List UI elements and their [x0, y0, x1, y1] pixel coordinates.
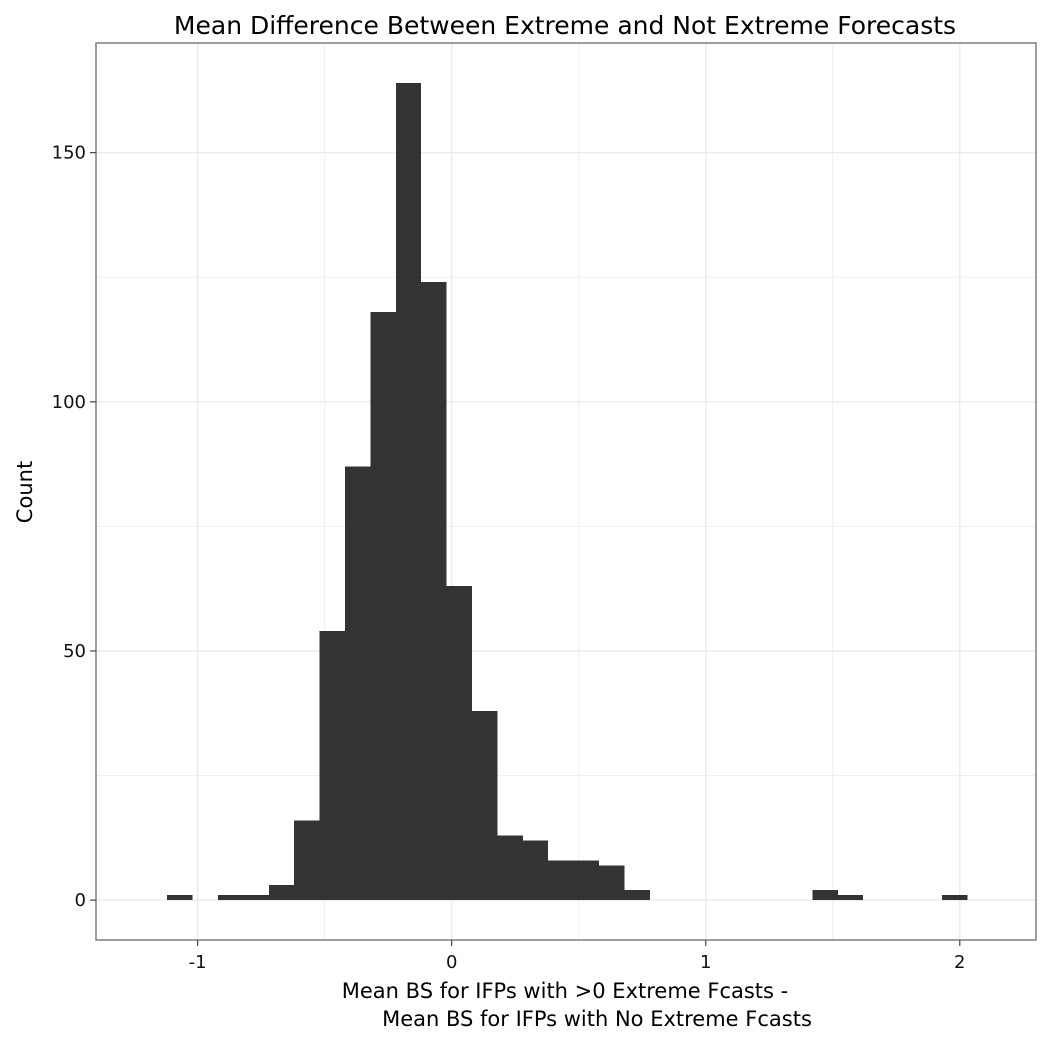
histogram-bar — [624, 890, 650, 901]
histogram-bars — [167, 82, 968, 901]
y-tick-label: 0 — [75, 890, 86, 911]
x-tick-label: 1 — [700, 952, 711, 973]
histogram-bar — [522, 840, 549, 901]
histogram-bar — [573, 860, 600, 901]
y-axis-ticks: 0 50 100 150 — [52, 143, 96, 911]
histogram-bar — [370, 312, 396, 901]
histogram-bar — [599, 865, 625, 901]
panel-border — [95, 42, 1037, 941]
histogram-bar — [344, 466, 371, 901]
histogram-bar — [497, 835, 523, 901]
chart-title: Mean Difference Between Extreme and Not … — [174, 11, 956, 40]
histogram-bar — [942, 895, 968, 901]
histogram-bar — [395, 82, 422, 901]
histogram-bar — [217, 895, 244, 901]
histogram-bar — [243, 895, 269, 901]
histogram-bar — [472, 710, 498, 901]
grid-lines — [96, 43, 1036, 940]
histogram-bar — [167, 895, 193, 901]
x-tick-label: -1 — [189, 952, 207, 973]
y-tick-label: 50 — [63, 641, 86, 662]
histogram-bar — [319, 631, 345, 901]
x-tick-label: 2 — [954, 952, 965, 973]
histogram-bar — [421, 282, 447, 901]
x-axis-ticks: -1 0 1 2 — [189, 940, 966, 973]
histogram-bar — [294, 820, 320, 901]
y-tick-label: 150 — [52, 143, 86, 164]
x-axis-title-line2: Mean BS for IFPs with No Extreme Fcasts — [382, 1007, 812, 1031]
histogram-bar — [446, 586, 472, 901]
histogram-bar — [548, 860, 574, 901]
y-axis-title: Count — [13, 461, 37, 523]
histogram-bar — [812, 890, 838, 901]
x-tick-label: 0 — [446, 952, 457, 973]
histogram-bar — [268, 885, 295, 901]
x-axis-title-line1: Mean BS for IFPs with >0 Extreme Fcasts … — [342, 979, 788, 1003]
y-tick-label: 100 — [52, 392, 86, 413]
histogram-bar — [837, 895, 864, 901]
